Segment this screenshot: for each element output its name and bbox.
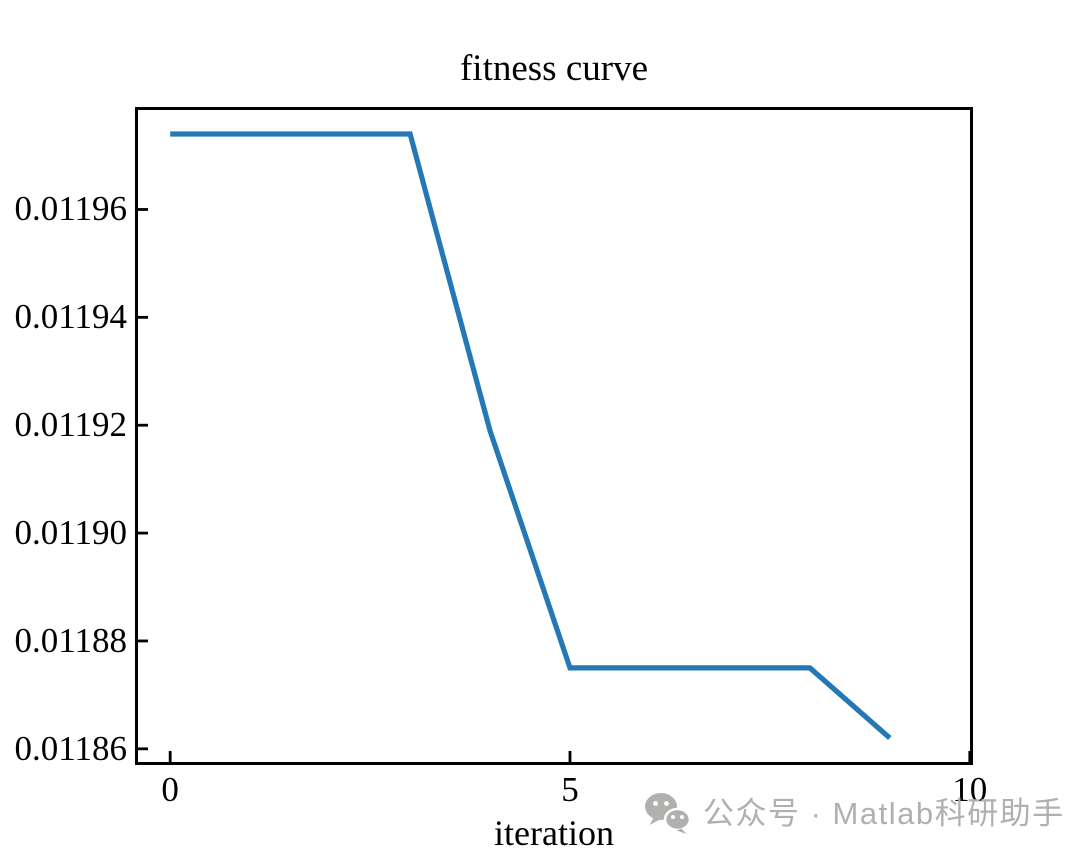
y-tick-label: 0.01190	[14, 513, 127, 553]
tick-marks	[138, 208, 972, 762]
x-tick-label: 5	[561, 770, 579, 809]
fitness-line	[170, 131, 892, 740]
chart-title: fitness curve	[459, 48, 649, 89]
x-axis-label: iteration	[494, 813, 614, 853]
y-tick-label: 0.01188	[14, 620, 127, 660]
y-tick-label: 0.01196	[14, 189, 127, 229]
y-tick-label: 0.01186	[14, 728, 127, 768]
axes-frame	[135, 107, 973, 765]
x-tick-label: 0	[161, 770, 179, 809]
y-tick-label: 0.01194	[14, 297, 127, 337]
y-tick-label: 0.01192	[14, 405, 127, 445]
x-tick-label: 10	[952, 770, 988, 809]
